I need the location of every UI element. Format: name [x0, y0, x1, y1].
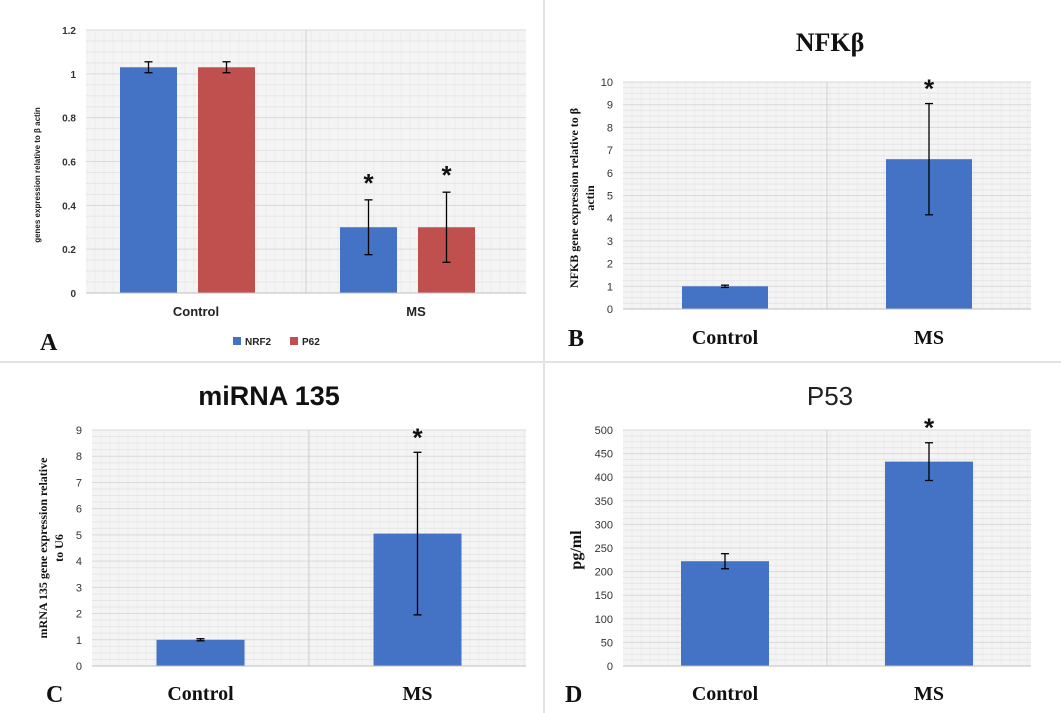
panel-d-significance-star: * [924, 413, 935, 443]
panel-c-significance-star: * [412, 422, 423, 452]
panel-a-error-bar-control [222, 61, 231, 74]
panel-d-title: P53 [807, 381, 853, 411]
panel-d-error-bar-ms [925, 442, 933, 482]
panel-b-ytick-label: 0 [607, 304, 613, 316]
panel-b-ytick-label: 5 [607, 191, 613, 203]
panel-c-ytick-label: 2 [76, 609, 82, 621]
panel-a-chart: genes expression relative to β actin A N… [33, 26, 526, 356]
panel-d-ytick-label: 500 [595, 425, 613, 437]
panel-b-error-bar-control [721, 284, 729, 289]
panel-d-ytick-label: 150 [595, 590, 613, 602]
panel-b-ytick-label: 9 [607, 100, 613, 112]
panel-b-ytick-label: 3 [607, 236, 613, 248]
panel-b-chart: NFKβ NFKB gene expression relative to β … [567, 28, 1031, 352]
panel-a-category-label-ms: MS [406, 304, 426, 319]
panel-a-letter: A [40, 330, 58, 356]
panel-c-error-bar-ms [413, 451, 422, 616]
panel-d-ytick-label: 250 [595, 543, 613, 555]
panel-a-bar-control-p62 [198, 67, 255, 293]
panel-d-ytick-label: 100 [595, 614, 613, 626]
panel-d-bar-control [681, 561, 769, 666]
panel-d-ytick-label: 50 [601, 637, 613, 649]
panel-c-ytick-label: 7 [76, 477, 82, 489]
panel-a-ytick-label: 0.4 [62, 201, 76, 212]
panel-a-significance-star: * [441, 160, 452, 190]
panel-a-ylabel: genes expression relative to β actin [33, 107, 42, 243]
panel-c-category-label-control: Control [167, 683, 234, 705]
panel-d-chart: P53 pg/ml D 0 50 100 150 200 250 300 350 400 450 5… [565, 381, 1031, 708]
panel-c-ytick-label: 3 [76, 582, 82, 594]
panel-b-bar-control [682, 286, 768, 309]
panel-c-letter: C [46, 682, 63, 708]
panel-a-error-bar-ms [442, 191, 451, 263]
panel-c-bar-control [156, 639, 245, 666]
panel-a-ytick-label: 0.6 [62, 158, 76, 169]
panel-b-letter: B [568, 326, 584, 352]
panel-d-ytick-label: 200 [595, 567, 613, 579]
panel-a-ytick-label: 1.2 [62, 26, 76, 37]
panel-d-ytick-label: 0 [607, 661, 613, 673]
panel-c-ytick-label: 4 [76, 556, 82, 568]
legend-label-nrf2: NRF2 [245, 337, 272, 348]
panel-b-ytick-label: 10 [601, 77, 613, 89]
panel-d-error-bar-control [721, 553, 729, 570]
panel-c-ytick-label: 9 [76, 425, 82, 437]
panel-b-ytick-label: 8 [607, 122, 613, 134]
panel-b-ytick-label: 6 [607, 168, 613, 180]
panel-a-category-label-control: Control [173, 304, 219, 319]
panel-d-ytick-label: 300 [595, 519, 613, 531]
panel-c-chart: miRNA 135 mRNA 135 gene expression relat… [36, 381, 526, 708]
legend-label-p62: P62 [302, 337, 320, 348]
panel-b-significance-star: * [924, 74, 935, 104]
panel-a-bar-control-nrf2 [120, 67, 177, 293]
panel-b-title: NFKβ [796, 28, 865, 57]
panel-b-error-bar-ms [925, 102, 933, 216]
legend-swatch-p62 [290, 337, 298, 345]
panel-d-category-label-control: Control [692, 683, 759, 705]
panel-b-ytick-label: 2 [607, 259, 613, 271]
panel-b-ylabel-line2: actin [583, 185, 597, 211]
panel-b-ylabel-line1: NFKB gene expression relative to β [567, 108, 581, 288]
panel-b-category-label-control: Control [692, 327, 759, 349]
panel-a-ytick-label: 0.2 [62, 245, 76, 256]
panel-a-legend: NRF2 P62 [233, 337, 320, 348]
panel-a-ytick-label: 0.8 [62, 114, 76, 125]
panel-c-error-bar-control [196, 638, 205, 642]
panel-a-ytick-label: 1 [70, 70, 76, 81]
panel-b-ylabel: NFKB gene expression relative to β actin [567, 108, 597, 288]
panel-c-ytick-label: 5 [76, 530, 82, 542]
panel-b-ytick-label: 1 [607, 281, 613, 293]
panel-a-ytick-label: 0 [70, 289, 76, 300]
panel-c-ytick-label: 1 [76, 635, 82, 647]
panel-b-ytick-label: 7 [607, 145, 613, 157]
panel-d-ytick-label: 350 [595, 496, 613, 508]
panel-c-ytick-label: 8 [76, 451, 82, 463]
panel-d-category-label-ms: MS [914, 683, 944, 705]
panel-c-ytick-label: 0 [76, 661, 82, 673]
panel-c-title: miRNA 135 [198, 381, 340, 411]
panel-b-category-label-ms: MS [914, 327, 944, 349]
panel-c-category-label-ms: MS [403, 683, 433, 705]
panel-a-error-bar-ms [364, 199, 373, 256]
panel-d-ylabel: pg/ml [568, 530, 585, 570]
panel-d-bar-ms [885, 461, 973, 666]
panel-c-ytick-label: 6 [76, 504, 82, 516]
panel-b-ytick-label: 4 [607, 213, 613, 225]
legend-swatch-nrf2 [233, 337, 241, 345]
panel-d-letter: D [565, 682, 582, 708]
panel-c-ylabel: mRNA 135 gene expression relative to U6 [36, 457, 66, 639]
panel-a-error-bar-control [144, 61, 153, 74]
panel-c-ylabel-line2: to U6 [52, 534, 66, 562]
panel-c-ylabel-line1: mRNA 135 gene expression relative [36, 457, 50, 639]
panel-d-ytick-label: 400 [595, 472, 613, 484]
panel-a-significance-star: * [363, 168, 374, 198]
panel-d-ytick-label: 450 [595, 449, 613, 461]
